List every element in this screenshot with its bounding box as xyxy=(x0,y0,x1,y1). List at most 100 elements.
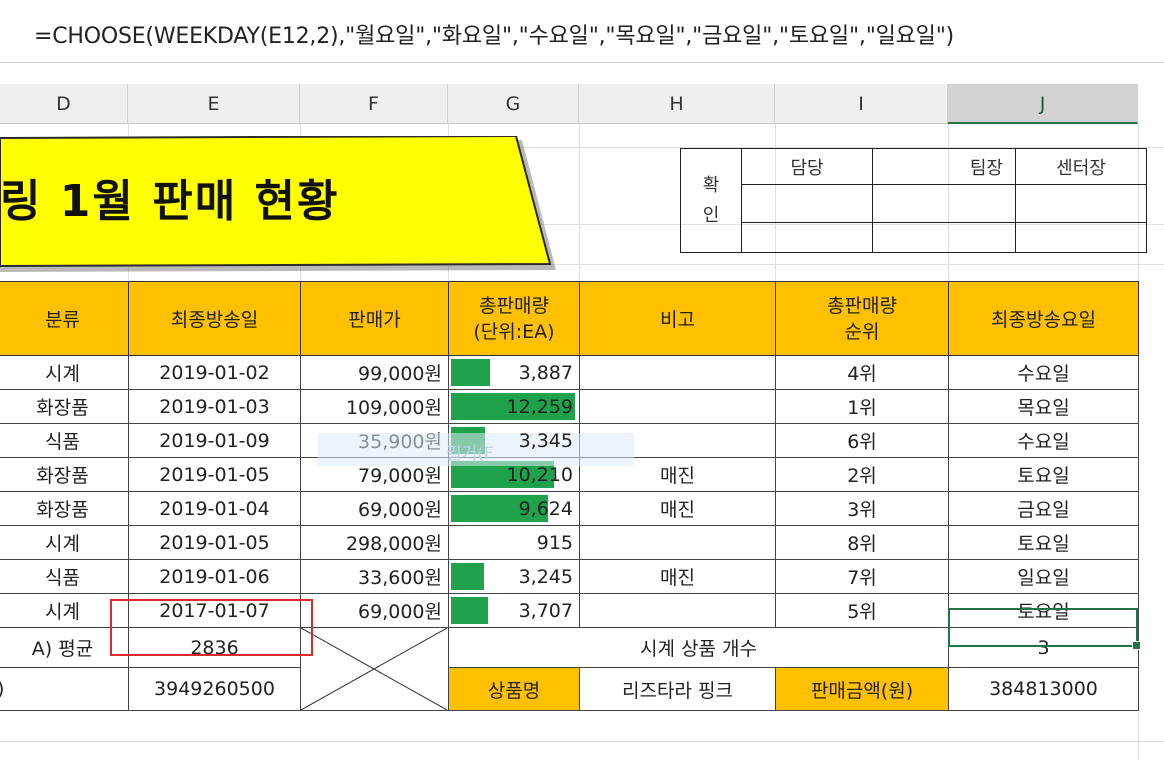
column-header-d[interactable]: D xyxy=(0,84,128,124)
cell-weekday[interactable]: 수요일 xyxy=(948,355,1139,390)
summary-row2-value[interactable]: 3949260500 xyxy=(128,667,301,711)
cell-rank[interactable]: 5위 xyxy=(775,593,949,628)
cell-category[interactable]: 식품 xyxy=(0,423,129,458)
cell-last-broadcast[interactable]: 2019-01-05 xyxy=(128,457,301,492)
cell-weekday[interactable]: 토요일 xyxy=(948,457,1139,492)
cell-price[interactable]: 69,000원 xyxy=(300,491,449,526)
cell-weekday[interactable]: 목요일 xyxy=(948,389,1139,424)
cell-last-broadcast[interactable]: 2019-01-05 xyxy=(128,525,301,560)
highlight-box xyxy=(110,599,313,656)
cell-category[interactable]: 화장품 xyxy=(0,491,129,526)
cell-total-sales[interactable]: 3,707 xyxy=(448,593,580,628)
cell-last-broadcast[interactable]: 2019-01-04 xyxy=(128,491,301,526)
sales-table: 분류 최종방송일 판매가 총판매량 (단위:EA) 비고 총판매량 순위 최종방송요… xyxy=(0,281,1139,711)
column-header-j[interactable]: J xyxy=(948,84,1138,124)
databar-value: 3,245 xyxy=(518,565,573,588)
cell-note[interactable] xyxy=(579,423,776,458)
cell-note[interactable]: 매진 xyxy=(579,491,776,526)
cell-total-sales[interactable]: 3,245 xyxy=(448,559,580,594)
cell-last-broadcast[interactable]: 2019-01-03 xyxy=(128,389,301,424)
databar xyxy=(451,393,575,420)
cell-rank[interactable]: 4위 xyxy=(775,355,949,390)
header-category[interactable]: 분류 xyxy=(0,281,129,356)
cell-weekday[interactable]: 일요일 xyxy=(948,559,1139,594)
header-rank[interactable]: 총판매량 순위 xyxy=(775,281,949,356)
cell-price[interactable]: 35,900원 xyxy=(300,423,449,458)
cell-rank[interactable]: 8위 xyxy=(775,525,949,560)
column-header-g[interactable]: G xyxy=(448,84,579,124)
table-row: 시계 2019-01-02 99,000원 3,887 4위 수요일 xyxy=(0,355,1139,390)
cell-last-broadcast[interactable]: 2019-01-06 xyxy=(128,559,301,594)
databar-value: 12,259 xyxy=(506,395,573,418)
active-cell-cursor[interactable] xyxy=(948,608,1141,650)
cell-weekday[interactable]: 금요일 xyxy=(948,491,1139,526)
approval-sign-team-lead[interactable] xyxy=(872,184,1016,223)
approval-sign-center-head[interactable] xyxy=(1015,184,1147,223)
cell-rank[interactable]: 3위 xyxy=(775,491,949,526)
cell-rank[interactable]: 6위 xyxy=(775,423,949,458)
cell-note[interactable] xyxy=(579,355,776,390)
header-total-sales[interactable]: 총판매량 (단위:EA) xyxy=(448,281,580,356)
summary-crossed-cell[interactable] xyxy=(300,627,449,711)
cell-category[interactable]: 시계 xyxy=(0,593,129,628)
cell-total-sales[interactable]: 3,345 xyxy=(448,423,580,458)
formula-bar[interactable]: =CHOOSE(WEEKDAY(E12,2),"월요일","화요일","수요일"… xyxy=(0,0,1164,63)
cell-last-broadcast[interactable]: 2019-01-02 xyxy=(128,355,301,390)
cell-price[interactable]: 298,000원 xyxy=(300,525,449,560)
approval-sign-team-lead-2[interactable] xyxy=(872,222,1016,253)
cell-price[interactable]: 79,000원 xyxy=(300,457,449,492)
cell-price[interactable]: 33,600원 xyxy=(300,559,449,594)
product-name-value[interactable]: 리즈타라 핑크 xyxy=(579,667,776,711)
table-row: 화장품 2019-01-03 109,000원 12,259 1위 목요일 xyxy=(0,389,1139,424)
formula-text[interactable]: =CHOOSE(WEEKDAY(E12,2),"월요일","화요일","수요일"… xyxy=(34,24,955,49)
cell-total-sales[interactable]: 915 xyxy=(448,525,580,560)
watch-count-label[interactable]: 시계 상품 개수 xyxy=(448,626,949,669)
cell-category[interactable]: 시계 xyxy=(0,355,129,390)
cell-note[interactable] xyxy=(579,525,776,560)
sales-amount-label[interactable]: 판매금액(원) xyxy=(775,667,949,711)
product-name-label[interactable]: 상품명 xyxy=(448,667,580,711)
cell-total-sales[interactable]: 9,624 xyxy=(448,491,580,526)
cell-rank[interactable]: 7위 xyxy=(775,559,949,594)
cell-price[interactable]: 69,000원 xyxy=(300,593,449,628)
cell-rank[interactable]: 2위 xyxy=(775,457,949,492)
cell-note[interactable]: 매진 xyxy=(579,559,776,594)
column-header-i[interactable]: I xyxy=(775,84,948,124)
approval-sign-manager-2[interactable] xyxy=(741,222,873,253)
cell-category[interactable]: 화장품 xyxy=(0,457,129,492)
cell-last-broadcast[interactable]: 2019-01-09 xyxy=(128,423,301,458)
databar xyxy=(451,563,484,590)
cell-total-sales[interactable]: 3,887 xyxy=(448,355,580,390)
cell-rank[interactable]: 1위 xyxy=(775,389,949,424)
summary-avg-value[interactable]: 2836 xyxy=(128,626,301,669)
summary-row2-label[interactable]: ) xyxy=(0,667,129,711)
databar-value: 3,345 xyxy=(518,429,573,452)
summary-avg-label[interactable]: A) 평균 xyxy=(0,626,129,669)
cell-weekday[interactable]: 수요일 xyxy=(948,423,1139,458)
approval-sign-manager[interactable] xyxy=(741,184,873,223)
approval-sign-center-head-2[interactable] xyxy=(1015,222,1147,253)
title-banner-shape[interactable] xyxy=(0,136,560,276)
cell-weekday[interactable]: 토요일 xyxy=(948,525,1139,560)
cell-price[interactable]: 99,000원 xyxy=(300,355,449,390)
cell-last-broadcast[interactable]: 2017-01-07 xyxy=(128,593,301,628)
column-header-e[interactable]: E xyxy=(128,84,300,124)
column-header-f[interactable]: F xyxy=(300,84,448,124)
cell-price[interactable]: 109,000원 xyxy=(300,389,449,424)
cell-category[interactable]: 시계 xyxy=(0,525,129,560)
column-header-h[interactable]: H xyxy=(579,84,775,124)
header-price[interactable]: 판매가 xyxy=(300,281,449,356)
header-weekday[interactable]: 최종방송요일 xyxy=(948,281,1139,356)
cell-note[interactable]: 매진 xyxy=(579,457,776,492)
header-note[interactable]: 비고 xyxy=(579,281,776,356)
cell-note[interactable] xyxy=(579,593,776,628)
header-last-broadcast[interactable]: 최종방송일 xyxy=(128,281,301,356)
cell-note[interactable] xyxy=(579,389,776,424)
cell-weekday[interactable]: 토요일 xyxy=(948,593,1139,628)
sales-amount-value[interactable]: 384813000 xyxy=(948,667,1139,711)
cell-total-sales[interactable]: 10,210 xyxy=(448,457,580,492)
cell-category[interactable]: 화장품 xyxy=(0,389,129,424)
cell-category[interactable]: 식품 xyxy=(0,559,129,594)
approval-role-manager: 담당 xyxy=(741,148,873,185)
cell-total-sales[interactable]: 12,259 xyxy=(448,389,580,424)
